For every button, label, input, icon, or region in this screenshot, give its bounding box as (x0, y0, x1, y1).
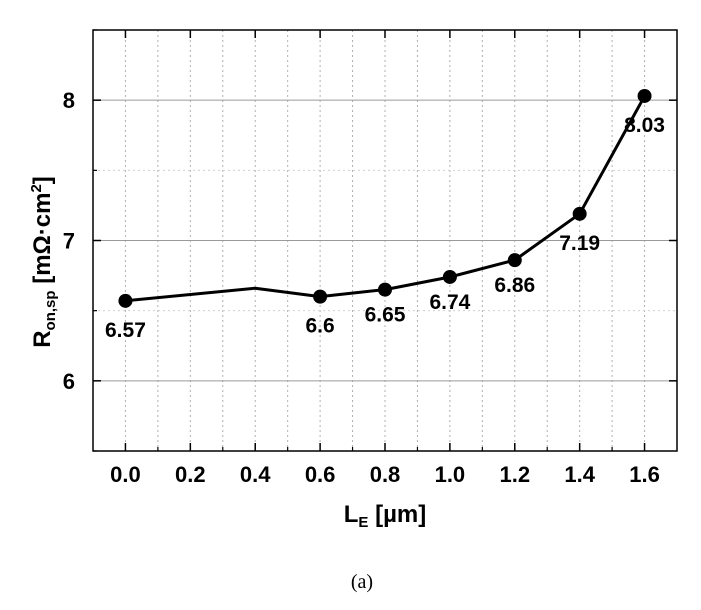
x-tick-label: 1.4 (564, 462, 595, 487)
data-point (507, 253, 522, 268)
tick-labels: 0.0 0.2 0.4 0.6 0.8 1.0 1.2 1.4 1.6 6 7 8 (63, 88, 660, 487)
data-label: 6.6 (306, 315, 335, 338)
data-labels: 6.57 6.6 6.65 6.74 6.86 7.19 8.03 (105, 114, 665, 342)
x-tick-label: 1.6 (629, 462, 660, 487)
data-label: 7.19 (559, 232, 600, 255)
series-line (118, 88, 652, 308)
data-point (118, 293, 133, 308)
x-tick-label: 1.2 (499, 462, 530, 487)
data-label: 8.03 (624, 114, 665, 137)
x-tick-label: 0.8 (370, 462, 401, 487)
x-tick-label: 0.6 (305, 462, 336, 487)
x-tick-label: 0.0 (110, 462, 141, 487)
figure-caption: (a) (351, 571, 373, 593)
data-point (637, 88, 652, 103)
y-axis-title: Ron,sp [mΩ·cm2] (28, 176, 59, 348)
data-label: 6.74 (429, 291, 470, 314)
data-point (442, 269, 457, 284)
axis-ticks (93, 29, 677, 452)
series-polyline (125, 95, 646, 303)
x-tick-label: 0.2 (175, 462, 206, 487)
data-label: 6.65 (365, 304, 406, 327)
y-tick-label: 7 (63, 229, 75, 254)
data-point (378, 282, 392, 297)
data-label: 6.86 (494, 274, 535, 297)
data-label: 6.57 (105, 319, 146, 342)
y-tick-label: 8 (63, 88, 75, 113)
data-point (313, 289, 328, 304)
x-tick-label: 0.4 (240, 462, 271, 487)
data-point (572, 206, 587, 221)
y-tick-label: 6 (63, 369, 75, 394)
x-tick-label: 1.0 (435, 462, 466, 487)
x-axis-title: LE [µm] (344, 501, 427, 531)
